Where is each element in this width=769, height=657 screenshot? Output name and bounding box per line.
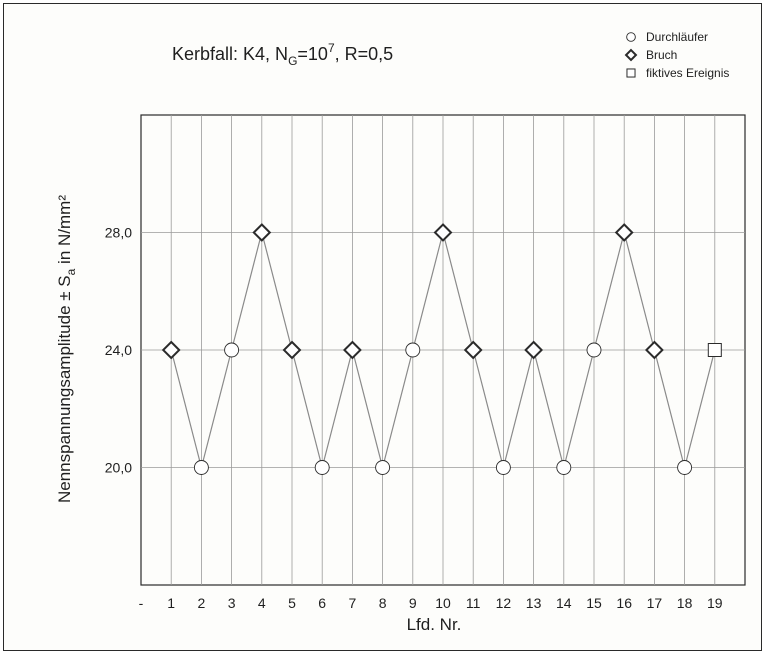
- data-point-diamond-5: [282, 340, 302, 360]
- x-tick-label: -: [139, 595, 144, 611]
- chart-svg: Kerbfall: K4, NG=107, R=0,5 DurchläuferB…: [55, 30, 746, 634]
- legend-label-square: fiktives Ereignis: [646, 66, 729, 80]
- data-point-circle-18: [677, 460, 693, 475]
- legend: Durchläufer Bruch fiktives Ereignis: [624, 30, 729, 80]
- x-tick-label: 2: [198, 595, 206, 611]
- legend-marker-circle: [626, 32, 636, 42]
- x-tick-label: 17: [647, 595, 663, 611]
- x-tick-label: 16: [616, 595, 632, 611]
- x-tick-label: 9: [409, 595, 417, 611]
- x-tick-label: 6: [318, 595, 326, 611]
- legend-label-circle: Durchläufer: [646, 30, 708, 44]
- data-point-diamond-11: [463, 340, 483, 360]
- x-tick-label: 14: [556, 595, 572, 611]
- x-tick-label: 11: [466, 595, 481, 611]
- data-point-diamond-7: [342, 340, 362, 360]
- data-markers: [161, 223, 722, 475]
- data-point-circle-14: [556, 460, 572, 475]
- y-axis-ticks: 20,0 24,0 28,0: [105, 225, 132, 476]
- chart-title-superscript: 7: [328, 41, 335, 55]
- legend-marker-diamond: [624, 48, 638, 62]
- x-tick-label: 5: [288, 595, 296, 611]
- data-point-circle-6: [314, 460, 330, 475]
- x-tick-label: 10: [435, 595, 451, 611]
- data-point-circle-9: [405, 342, 421, 358]
- chart-title-subscript: G: [288, 54, 297, 68]
- y-tick-label: 28,0: [105, 225, 132, 241]
- x-tick-label: 8: [379, 595, 387, 611]
- data-point-circle-8: [375, 460, 391, 475]
- x-tick-label: 19: [707, 595, 723, 611]
- data-point-circle-15: [586, 342, 602, 358]
- y-axis-label-main: Nennspannungsamplitude ± S: [55, 275, 74, 503]
- x-axis-ticks: -1 2 3 4 5 6 7 8 9 10 11 12 13 14 15 16 17 18 19: [139, 595, 723, 611]
- x-tick-label: 12: [496, 595, 512, 611]
- y-axis-label-unit: in N/mm²: [55, 195, 74, 269]
- y-tick-label: 24,0: [105, 342, 132, 358]
- data-point-diamond-17: [644, 340, 664, 360]
- x-tick-label: 15: [586, 595, 602, 611]
- y-tick-label: 20,0: [105, 460, 132, 476]
- data-point-diamond-16: [614, 223, 634, 242]
- data-point-diamond-13: [524, 340, 544, 360]
- data-point-circle-3: [224, 342, 240, 358]
- x-tick-label: 1: [167, 595, 175, 611]
- data-point-diamond-1: [161, 340, 181, 360]
- data-point-diamond-10: [433, 223, 453, 242]
- chart-title: Kerbfall: K4, NG=107, R=0,5: [172, 41, 393, 68]
- x-tick-label: 13: [526, 595, 542, 611]
- x-tick-label: 18: [677, 595, 693, 611]
- data-point-diamond-4: [252, 223, 272, 242]
- legend-marker-square: [626, 68, 636, 78]
- chart-title-suffix: , R=0,5: [335, 44, 394, 64]
- data-point-square-19: [707, 343, 722, 357]
- y-axis-label-subscript: a: [64, 268, 78, 275]
- chart-title-prefix: Kerbfall: K4, N: [172, 44, 288, 64]
- data-point-circle-2: [193, 460, 209, 475]
- chart-frame: Kerbfall: K4, NG=107, R=0,5 Durchläufer B…: [3, 3, 762, 651]
- x-axis-label: Lfd. Nr.: [407, 615, 462, 634]
- x-tick-label: 7: [349, 595, 357, 611]
- chart-title-eq: =10: [297, 44, 328, 64]
- x-tick-label: 4: [258, 595, 266, 611]
- y-axis-label: Nennspannungsamplitude ± Sa in N/mm²: [55, 195, 78, 503]
- x-tick-label: 3: [228, 595, 236, 611]
- data-point-circle-12: [495, 460, 511, 475]
- legend-label-diamond: Bruch: [646, 48, 677, 62]
